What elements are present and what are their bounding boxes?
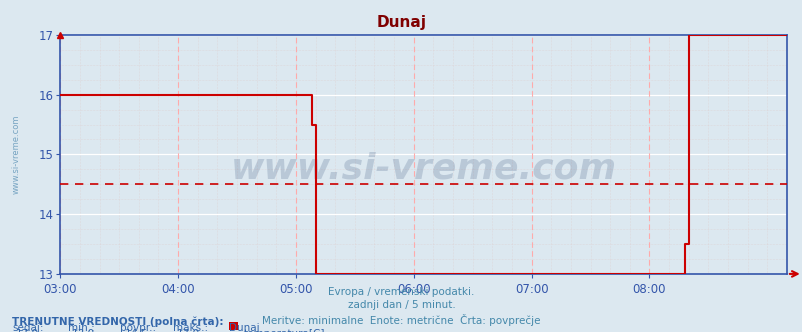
Text: Dunaj: Dunaj xyxy=(376,15,426,30)
Text: zadnji dan / 5 minut.: zadnji dan / 5 minut. xyxy=(347,300,455,310)
Text: maks.:: maks.: xyxy=(172,323,208,332)
Text: Dunaj: Dunaj xyxy=(229,323,259,332)
Text: min.:: min.: xyxy=(68,323,95,332)
Text: www.si-vreme.com: www.si-vreme.com xyxy=(230,152,616,186)
Text: Evropa / vremenski podatki.: Evropa / vremenski podatki. xyxy=(328,287,474,297)
Text: 17,0: 17,0 xyxy=(16,329,39,332)
Text: sedaj:: sedaj: xyxy=(12,323,43,332)
Text: temperatura[C]: temperatura[C] xyxy=(243,329,324,332)
Text: povpr.:: povpr.: xyxy=(120,323,156,332)
Text: TRENUTNE VREDNOSTI (polna črta):: TRENUTNE VREDNOSTI (polna črta): xyxy=(12,316,223,327)
Text: Meritve: minimalne  Enote: metrične  Črta: povprečje: Meritve: minimalne Enote: metrične Črta:… xyxy=(262,314,540,326)
Text: www.si-vreme.com: www.si-vreme.com xyxy=(12,115,21,194)
Text: 14,5: 14,5 xyxy=(124,329,148,332)
Text: 17,0: 17,0 xyxy=(176,329,200,332)
Text: 13,0: 13,0 xyxy=(72,329,95,332)
